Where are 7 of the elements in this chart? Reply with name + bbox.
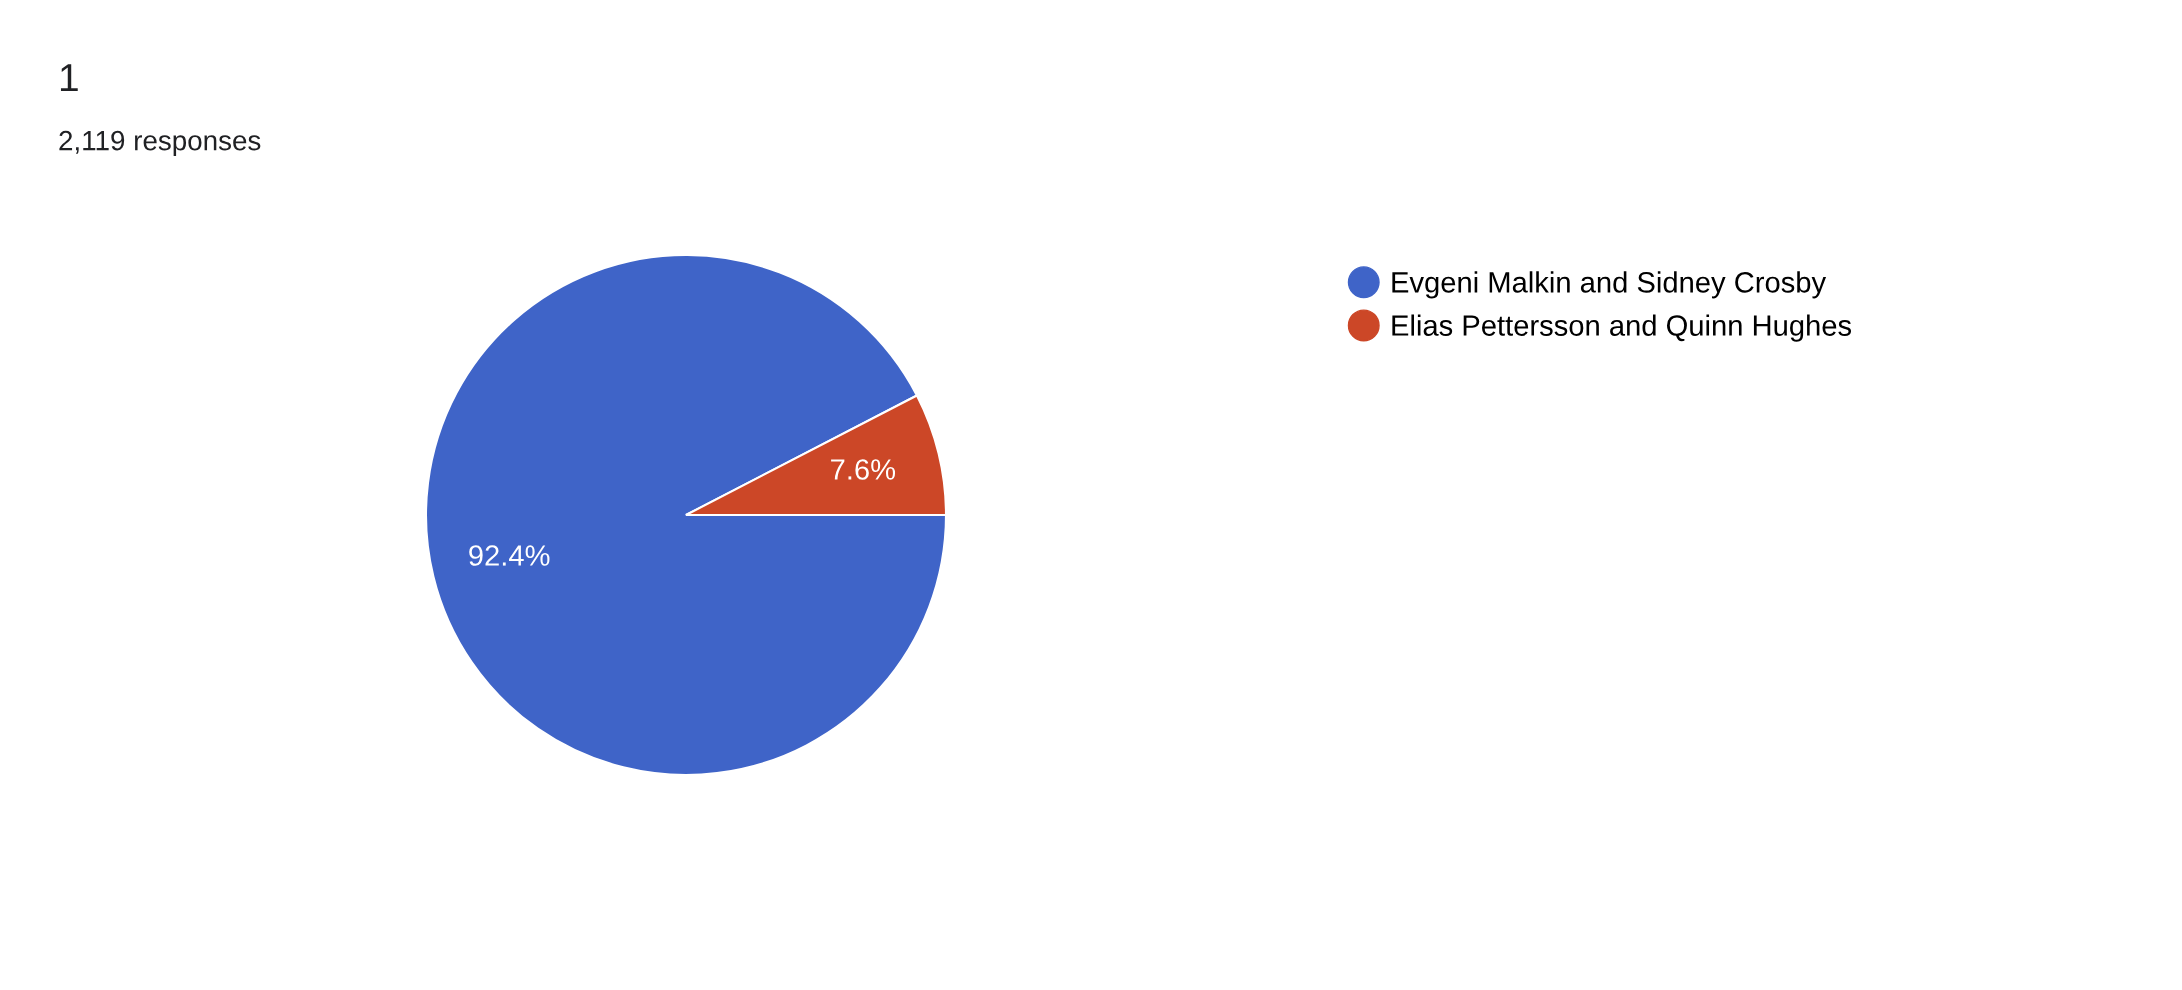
pie-slice [424,253,948,777]
data-label: 7.6% [831,459,896,480]
legend-label: Elias Pettersson and Quinn Hughes [1392,314,1852,342]
text: 2,119 responses [59,130,261,156]
text: 1 [60,64,78,92]
legend-label: Evgeni Malkin and Sidney Crosby [1392,271,1827,299]
data-label: 92.4% [469,545,550,566]
